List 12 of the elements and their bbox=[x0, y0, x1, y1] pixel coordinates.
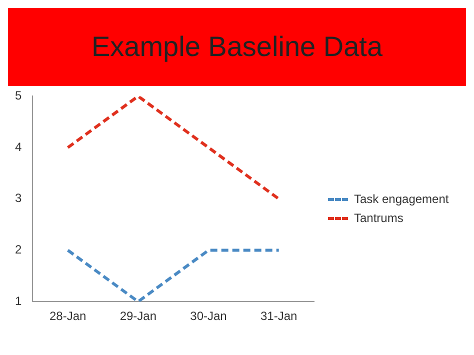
x-tick-label: 28-Jan bbox=[49, 309, 86, 324]
x-tick-label: 29-Jan bbox=[120, 309, 157, 324]
chart-title: Example Baseline Data bbox=[91, 31, 383, 63]
y-tick-label: 1 bbox=[14, 294, 22, 308]
y-tick-label: 2 bbox=[14, 242, 22, 257]
y-tick-label: 5 bbox=[14, 88, 22, 103]
x-tick-label: 31-Jan bbox=[260, 309, 298, 324]
legend-label: Tantrums bbox=[354, 211, 404, 225]
y-tick-label: 4 bbox=[14, 140, 22, 154]
x-tick-label: 30-Jan bbox=[190, 309, 227, 324]
y-tick-label: 3 bbox=[14, 191, 22, 206]
legend-label: Task engagement bbox=[354, 192, 449, 206]
